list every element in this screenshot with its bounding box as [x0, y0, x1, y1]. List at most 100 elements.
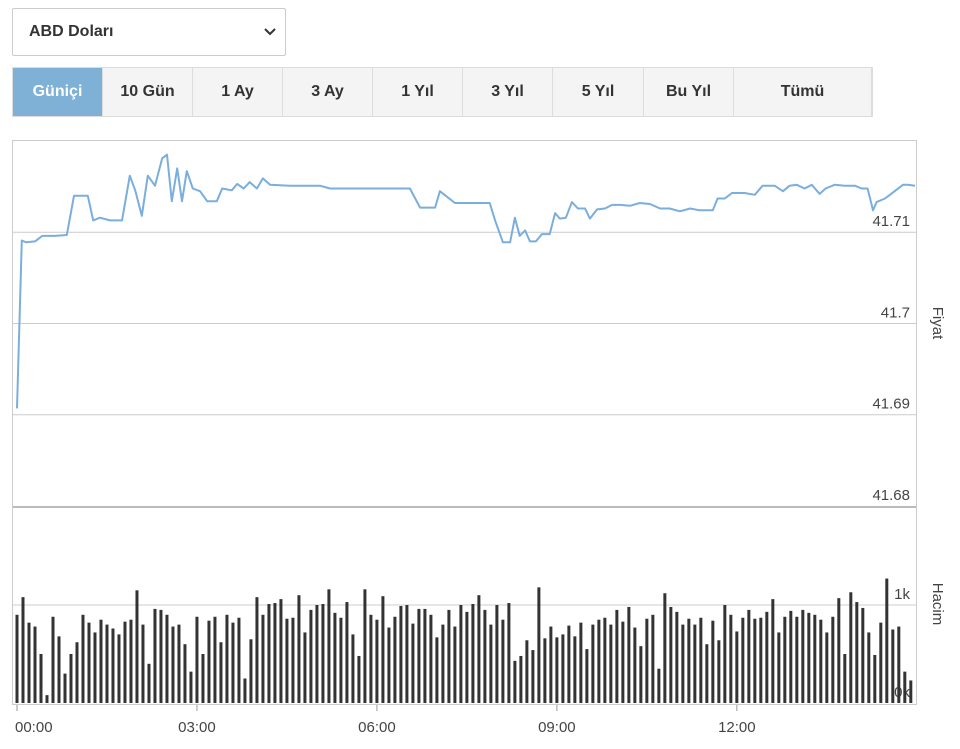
- volume-bar: [405, 605, 409, 703]
- volume-bar: [279, 599, 283, 703]
- volume-bar: [105, 624, 109, 703]
- volume-bar: [603, 617, 607, 703]
- chevron-icon: [264, 28, 276, 36]
- y-tick-label: 41.69: [872, 396, 910, 413]
- volume-bar: [567, 625, 571, 703]
- volume-bar: [171, 626, 175, 703]
- volume-bar: [519, 655, 523, 703]
- volume-bar: [213, 616, 217, 703]
- volume-bar: [351, 634, 355, 703]
- volume-bar: [807, 612, 811, 703]
- volume-bar: [693, 624, 697, 703]
- range-tab[interactable]: 10 Gün: [103, 68, 193, 116]
- x-tick-label: 03:00: [178, 719, 216, 736]
- volume-bar: [333, 612, 337, 703]
- volume-bar: [291, 617, 295, 703]
- volume-bar: [339, 617, 343, 703]
- volume-bar: [609, 624, 613, 703]
- range-tab[interactable]: 1 Yıl: [373, 68, 463, 116]
- volume-bar: [783, 616, 787, 703]
- volume-bar: [63, 673, 67, 703]
- volume-bar: [87, 622, 91, 703]
- volume-bar: [513, 660, 517, 703]
- volume-bar: [99, 619, 103, 703]
- range-tab[interactable]: 1 Ay: [193, 68, 283, 116]
- volume-bar: [795, 616, 799, 703]
- volume-bar: [189, 671, 193, 703]
- price-line: [16, 153, 916, 409]
- volume-bar: [741, 617, 745, 703]
- volume-bar: [195, 616, 199, 703]
- range-tab[interactable]: 3 Yıl: [463, 68, 553, 116]
- volume-bar: [771, 599, 775, 703]
- volume-bar: [147, 663, 151, 703]
- volume-bar: [861, 607, 865, 703]
- x-tick-label: 06:00: [358, 719, 396, 736]
- range-tab[interactable]: 3 Ay: [283, 68, 373, 116]
- volume-bar: [891, 629, 895, 703]
- volume-bar: [531, 650, 535, 703]
- volume-bar: [261, 614, 265, 703]
- range-tab[interactable]: Bu Yıl: [644, 68, 734, 116]
- volume-bar: [81, 614, 85, 703]
- volume-bar: [387, 627, 391, 703]
- volume-bar: [321, 604, 325, 703]
- volume-bar: [549, 626, 553, 703]
- volume-bar: [267, 604, 271, 703]
- volume-bar: [633, 627, 637, 703]
- volume-bar: [495, 605, 499, 703]
- volume-bar: [663, 593, 667, 703]
- volume-bar: [897, 626, 901, 703]
- volume-bar: [627, 606, 631, 703]
- range-tab[interactable]: Güniçi: [13, 68, 103, 116]
- volume-bar: [555, 637, 559, 703]
- volume-bar: [123, 621, 127, 703]
- volume-bar: [801, 609, 805, 703]
- x-tick-label: 12:00: [718, 719, 756, 736]
- volume-bar: [345, 602, 349, 703]
- volume-bar: [729, 614, 733, 703]
- volume-bar: [237, 617, 241, 703]
- volume-bar: [831, 616, 835, 703]
- volume-bar: [51, 616, 55, 703]
- volume-bar: [15, 614, 19, 703]
- volume-bar: [573, 636, 577, 703]
- volume-bar: [615, 609, 619, 703]
- range-tab[interactable]: 5 Yıl: [553, 68, 644, 116]
- range-tab[interactable]: Tümü: [734, 68, 872, 116]
- volume-bar: [855, 602, 859, 703]
- volume-bar: [651, 614, 655, 703]
- volume-bar: [21, 597, 25, 703]
- volume-bar: [471, 604, 475, 703]
- volume-bar: [441, 624, 445, 703]
- y-axis-label: Hacim: [929, 583, 946, 626]
- volume-bar: [909, 680, 913, 703]
- x-tick-label: 09:00: [538, 719, 576, 736]
- volume-bar: [201, 654, 205, 703]
- volume-bar: [687, 618, 691, 703]
- volume-bar: [225, 614, 229, 703]
- volume-bar: [411, 623, 415, 703]
- volume-bar: [249, 639, 253, 703]
- volume-bar: [723, 605, 727, 703]
- volume-bar: [435, 637, 439, 703]
- y-tick-label: 41.68: [872, 487, 910, 504]
- volume-bar: [525, 640, 529, 703]
- volume-bar: [327, 589, 331, 703]
- volume-bar: [459, 605, 463, 703]
- volume-bar: [33, 626, 37, 703]
- volume-bar: [357, 655, 361, 703]
- volume-bar: [111, 628, 115, 703]
- volume-bar: [117, 634, 121, 703]
- volume-bar: [75, 642, 79, 703]
- volume-bar: [819, 619, 823, 703]
- volume-bar: [597, 619, 601, 703]
- volume-bar: [243, 678, 247, 703]
- volume-bar: [843, 654, 847, 703]
- volume-bar: [699, 617, 703, 703]
- currency-dropdown[interactable]: ABD Doları: [12, 8, 286, 56]
- volume-bar: [867, 632, 871, 703]
- volume-bar: [711, 620, 715, 703]
